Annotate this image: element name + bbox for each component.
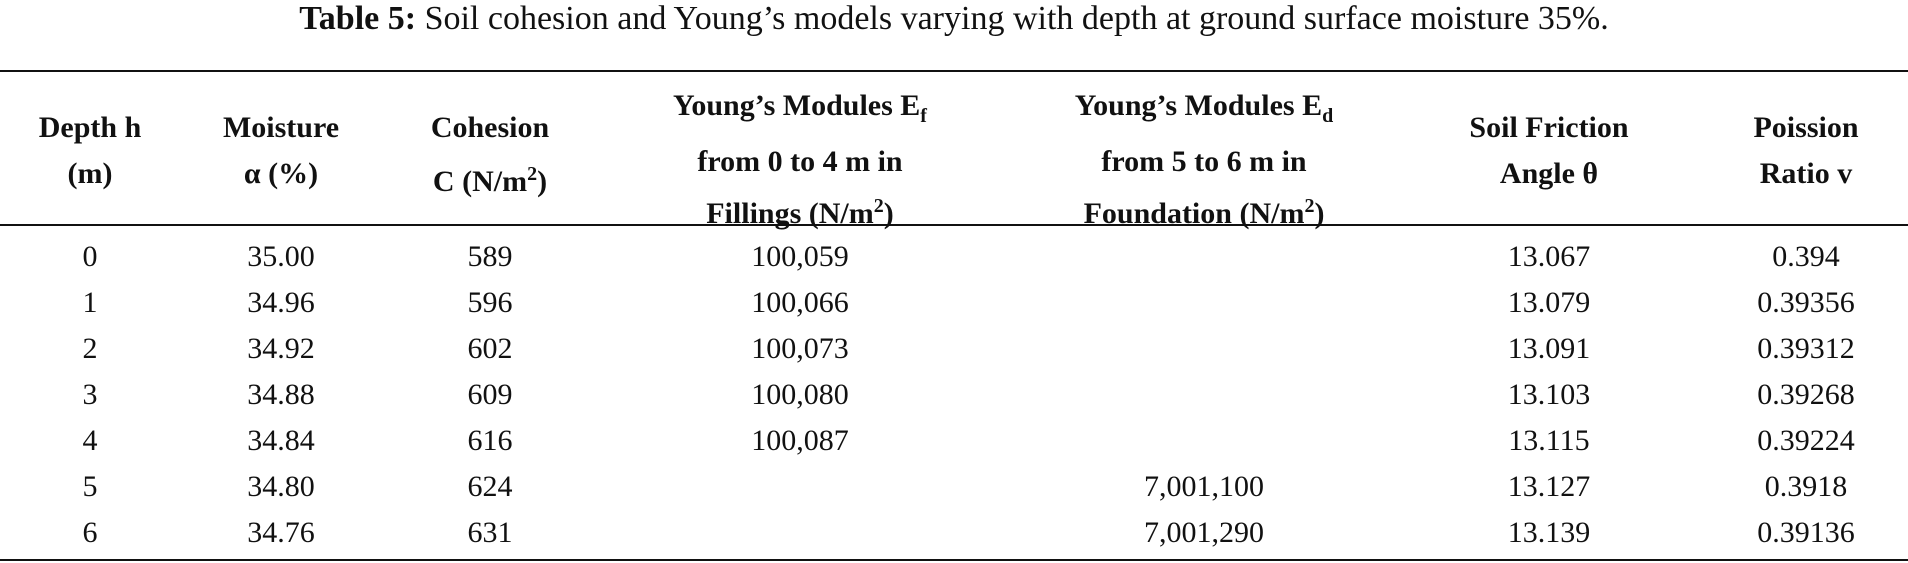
header-text: Angle θ [1499,157,1599,190]
header-text: (m) [67,157,113,190]
header-text: ) [883,197,894,230]
table-cell: 2 [82,332,98,365]
header-text: Depth h [38,111,142,144]
header-sup: 2 [873,195,884,217]
table-cell: 100,059 [751,240,849,273]
header-text: Poission [1753,111,1859,144]
table-cell: 3 [82,378,98,411]
table-cell: 34.76 [247,516,315,549]
table-cell: 0.39356 [1757,286,1855,319]
table-cell: 13.103 [1507,378,1591,411]
table-cell: 596 [467,286,513,319]
table-cell: 631 [467,516,513,549]
header-text: Ratio v [1759,157,1853,190]
header-text: α (%) [243,157,319,190]
table-cell: 13.115 [1508,424,1590,457]
table-cell: 0.3918 [1764,470,1848,503]
table-cell: 602 [467,332,513,365]
header-cell: Soil Friction Angle θ [1329,105,1769,197]
table-cell: 100,080 [751,378,849,411]
table-cell: 34.84 [247,424,315,457]
header-text: Young’s Modules E [673,89,921,122]
table-cell: 616 [467,424,513,457]
header-text: Moisture [222,111,340,144]
table-cell: 34.88 [247,378,315,411]
bottom-rule [0,559,1908,561]
header-text: ) [537,165,548,198]
table-cell: 5 [82,470,98,503]
table-cell: 609 [467,378,513,411]
header-sub: d [1322,105,1334,127]
header-text: Cohesion [430,111,550,144]
table-title: Table 5: Soil cohesion and Young’s model… [0,0,1908,38]
table-cell: 0.39312 [1757,332,1855,365]
table-cell: 13.127 [1507,470,1591,503]
header-text: from 0 to 4 m in [697,145,903,178]
table-cell: 100,087 [751,424,849,457]
header-cell: Moisture α (%) [61,105,501,197]
header-sub: f [920,105,927,127]
table-cell: 13.079 [1507,286,1591,319]
header-text: from 5 to 6 m in [1101,145,1307,178]
table-cell: 100,066 [751,286,849,319]
header-text: Soil Friction [1469,111,1629,144]
table-cell: 7,001,100 [1144,470,1264,503]
top-rule [0,70,1908,72]
table-cell: 0.39224 [1757,424,1855,457]
table-cell: 13.139 [1507,516,1591,549]
table-cell: 100,073 [751,332,849,365]
table-cell: 35.00 [247,240,315,273]
table-cell: 6 [82,516,98,549]
table-cell: 0 [82,240,98,273]
table-cell: 0.39136 [1757,516,1855,549]
header-text: Young’s Modules E [1074,89,1323,122]
table-cell: 34.92 [247,332,315,365]
table-cell: 7,001,290 [1144,516,1264,549]
header-text: C (N/m [432,165,528,198]
table-cell: 4 [82,424,98,457]
header-text: ) [1314,197,1325,230]
table-cell: 34.96 [247,286,315,319]
header-rule [0,224,1908,226]
table-cell: 0.39268 [1757,378,1855,411]
table-cell: 0.394 [1772,240,1840,273]
header-cell: Young’s Modules Ef from 0 to 4 m in Fillin… [580,83,1020,236]
table-cell: 13.091 [1507,332,1591,365]
table-cell: 34.80 [247,470,315,503]
header-cell: Cohesion C (N/m2) [270,105,710,205]
title-text: Soil cohesion and Young’s models varying… [424,0,1609,37]
table-cell: 589 [467,240,513,273]
header-sup: 2 [527,163,538,185]
table-cell: 1 [82,286,98,319]
table-cell: 624 [467,470,513,503]
header-cell: Poission Ratio v [1586,105,1908,197]
header-cell: Depth h (m) [0,105,310,197]
header-sup: 2 [1304,195,1315,217]
table-cell: 13.067 [1507,240,1591,273]
title-label: Table 5: [299,0,417,37]
